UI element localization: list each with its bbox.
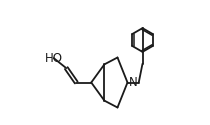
Text: HO: HO: [44, 52, 62, 65]
Text: N: N: [129, 76, 137, 89]
